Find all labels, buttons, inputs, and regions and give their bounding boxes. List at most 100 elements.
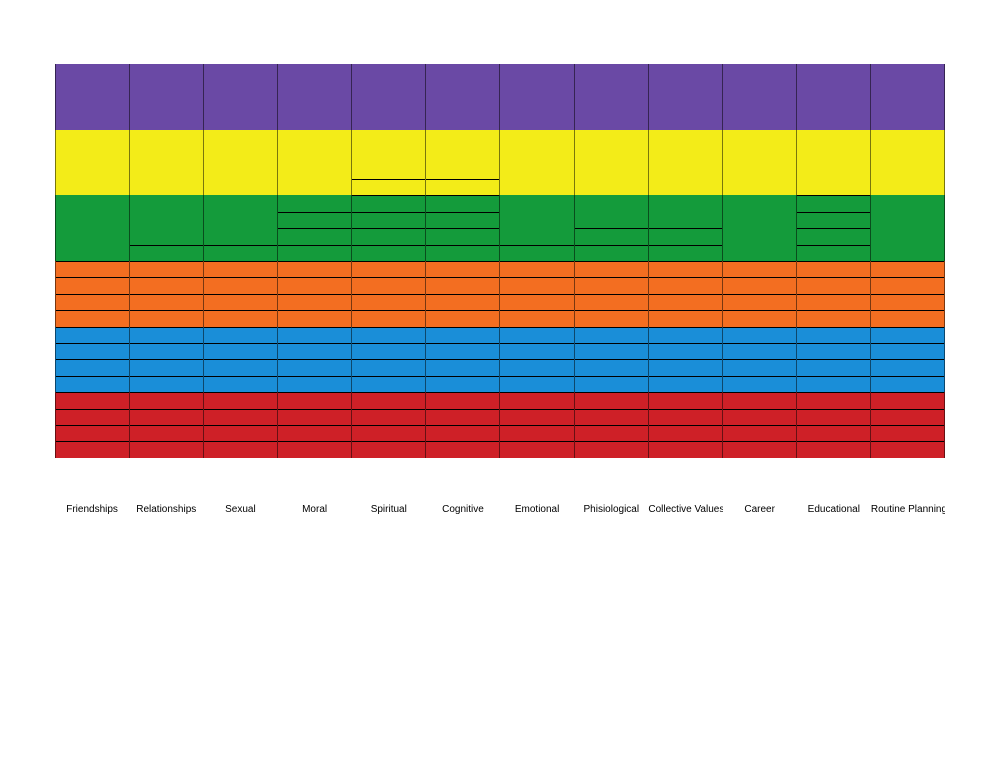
bar-segment [575,294,648,310]
bar-segment [352,294,425,310]
bar [500,245,573,458]
bar-segment [56,376,129,392]
bar-segment [352,392,425,408]
bar-segment [278,310,351,326]
bar-segment [130,441,203,457]
x-axis-label: Cognitive [426,500,500,520]
bar-segment [278,261,351,277]
bar-segment [426,359,499,375]
bar-segment [426,195,499,211]
bar-segment [352,195,425,211]
bar-segment [56,294,129,310]
bar-segment [56,441,129,457]
bar-segment [130,425,203,441]
bar-segment [204,376,277,392]
bar-segment [797,310,870,326]
bar-segment [426,245,499,261]
bar-segment [500,327,573,343]
bar-segment [500,245,573,261]
bar-segment [130,392,203,408]
bar-segment [649,376,722,392]
bar-segment [278,245,351,261]
bar-segment [500,343,573,359]
bar-segment [278,212,351,228]
bar-segment [871,343,944,359]
bar-segment [204,294,277,310]
bar-segment [871,425,944,441]
bar-segment [797,195,870,211]
x-axis-label: Moral [278,500,352,520]
bar-segment [426,261,499,277]
bar-segment [723,392,796,408]
bar-segment [797,245,870,261]
bar-segment [204,343,277,359]
bar-segment [500,425,573,441]
bar-segment [723,327,796,343]
bar-segment [130,294,203,310]
bar-segment [352,212,425,228]
bar-segment [278,376,351,392]
bar [723,261,796,458]
bar-segment [204,409,277,425]
bar-segment [278,294,351,310]
bar-segment [797,277,870,293]
bar-segment [723,261,796,277]
bar-segment [130,376,203,392]
bar-segment [130,343,203,359]
bar-segment [426,327,499,343]
bar-segment [649,409,722,425]
column [723,64,797,458]
bar [797,195,870,458]
bar-segment [575,359,648,375]
bar-segment [500,310,573,326]
bar-segment [426,392,499,408]
x-axis-label: Collective Values [648,500,722,520]
bar-segment [278,425,351,441]
bar-segment [56,261,129,277]
bar-segment [575,327,648,343]
bar [649,228,722,458]
bar [56,261,129,458]
x-axis-label: Phisiological [574,500,648,520]
bar-segment [352,343,425,359]
bar-segment [278,441,351,457]
bar-segment [426,277,499,293]
bar-segment [500,277,573,293]
column [797,64,871,458]
bar-segment [500,409,573,425]
bar-segment [56,425,129,441]
bar-segment [352,310,425,326]
x-axis-label: Emotional [500,500,574,520]
column [575,64,649,458]
bar-segment [649,310,722,326]
bar-segment [797,392,870,408]
bar-segment [797,359,870,375]
bar-segment [130,277,203,293]
bar-segment [56,277,129,293]
bar-segment [500,294,573,310]
bar-segment [723,343,796,359]
bar-segment [871,261,944,277]
bar-segment [575,343,648,359]
x-axis-label: Educational [797,500,871,520]
bar-segment [797,294,870,310]
column [426,64,500,458]
bar-segment [797,441,870,457]
bar-segment [426,212,499,228]
bar-segment [204,441,277,457]
bar-segment [278,409,351,425]
bar [204,245,277,458]
x-axis-label: Friendships [55,500,129,520]
bar-segment [56,327,129,343]
bar-segment [352,376,425,392]
bar-segment [426,294,499,310]
bar-segment [575,261,648,277]
bar-segment [649,294,722,310]
bar-segment [797,212,870,228]
bar-segment [649,441,722,457]
bar-segment [352,228,425,244]
bar-segment [426,425,499,441]
bar-segment [278,359,351,375]
bar-segment [56,409,129,425]
bar-segment [352,245,425,261]
